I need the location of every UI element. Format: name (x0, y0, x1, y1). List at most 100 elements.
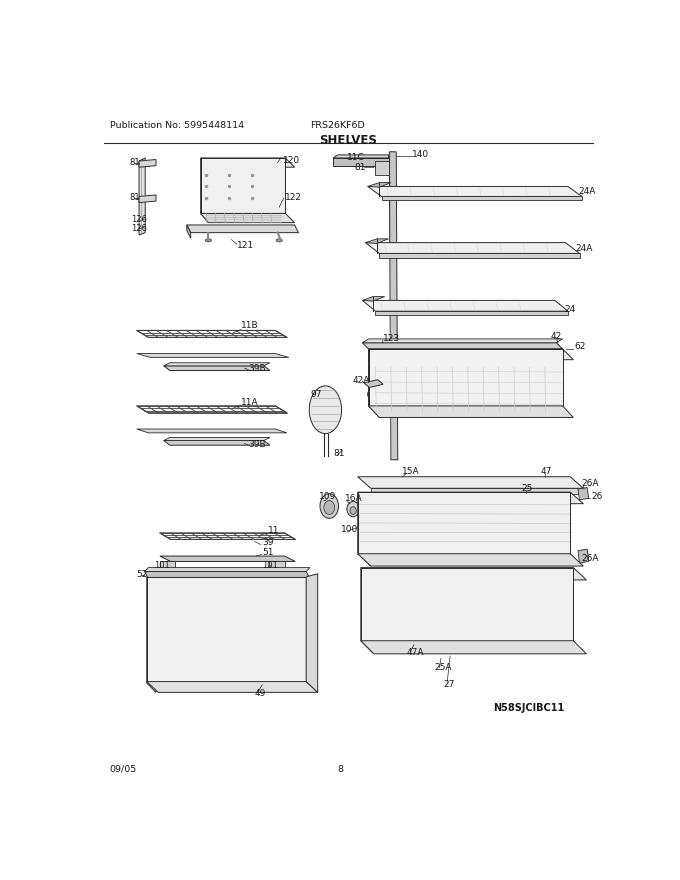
Polygon shape (375, 161, 388, 175)
Text: 16A: 16A (345, 494, 362, 502)
Ellipse shape (205, 238, 211, 242)
Text: 27: 27 (443, 680, 455, 689)
Text: 47: 47 (541, 467, 552, 476)
Polygon shape (369, 406, 573, 417)
Polygon shape (578, 488, 589, 500)
Text: 51: 51 (262, 548, 274, 557)
Text: SHELVES: SHELVES (320, 134, 377, 147)
Text: 81: 81 (129, 194, 139, 202)
Polygon shape (137, 406, 287, 413)
Polygon shape (361, 641, 586, 654)
Polygon shape (201, 213, 294, 223)
Polygon shape (147, 577, 156, 693)
Polygon shape (147, 577, 306, 682)
Polygon shape (201, 158, 294, 167)
Polygon shape (364, 380, 383, 387)
Polygon shape (365, 243, 579, 253)
Text: 140: 140 (411, 150, 429, 158)
Polygon shape (269, 561, 285, 568)
Polygon shape (147, 577, 306, 582)
Polygon shape (358, 492, 583, 503)
Text: 100: 100 (341, 524, 358, 533)
Polygon shape (361, 568, 374, 654)
Text: 101: 101 (262, 561, 278, 569)
Polygon shape (137, 354, 289, 357)
Polygon shape (369, 348, 573, 360)
Polygon shape (306, 574, 318, 693)
Polygon shape (137, 429, 287, 433)
Polygon shape (201, 158, 286, 213)
Polygon shape (164, 366, 270, 370)
Text: N58SJCIBC11: N58SJCIBC11 (493, 703, 564, 713)
Ellipse shape (276, 238, 282, 242)
Polygon shape (139, 195, 156, 202)
Ellipse shape (350, 507, 356, 515)
Polygon shape (362, 297, 385, 301)
Polygon shape (365, 238, 388, 244)
Polygon shape (362, 343, 562, 348)
Polygon shape (369, 348, 379, 417)
Polygon shape (578, 549, 589, 563)
Polygon shape (390, 151, 398, 459)
Text: 81: 81 (354, 163, 365, 172)
Polygon shape (358, 477, 583, 488)
Polygon shape (139, 159, 156, 167)
Polygon shape (144, 571, 310, 578)
Text: 39: 39 (262, 539, 274, 547)
Text: 24A: 24A (576, 245, 593, 253)
Polygon shape (160, 533, 295, 539)
Text: 62: 62 (574, 342, 585, 351)
Polygon shape (164, 441, 270, 445)
Text: 39B: 39B (248, 364, 266, 373)
Polygon shape (381, 196, 582, 201)
Text: 126: 126 (131, 224, 148, 233)
Text: 15A: 15A (403, 467, 420, 476)
Polygon shape (160, 556, 295, 561)
Text: 39B: 39B (248, 440, 266, 449)
Polygon shape (333, 158, 388, 165)
Ellipse shape (320, 494, 339, 518)
Polygon shape (358, 554, 583, 566)
Text: 49: 49 (254, 689, 266, 699)
Polygon shape (358, 492, 371, 566)
Text: 42A: 42A (352, 376, 370, 385)
Text: FRS26KF6D: FRS26KF6D (310, 121, 364, 130)
Polygon shape (371, 488, 583, 494)
Text: 26: 26 (591, 492, 602, 502)
Polygon shape (164, 363, 270, 366)
Text: 11C: 11C (347, 153, 364, 162)
Polygon shape (361, 568, 573, 641)
Polygon shape (361, 568, 586, 580)
Polygon shape (160, 561, 175, 568)
Polygon shape (164, 437, 270, 441)
Text: 122: 122 (286, 194, 303, 202)
Text: 47A: 47A (406, 648, 424, 656)
Polygon shape (139, 158, 146, 235)
Text: 8: 8 (338, 765, 344, 774)
Text: 11B: 11B (241, 321, 258, 330)
Text: 25A: 25A (435, 664, 452, 672)
Polygon shape (379, 253, 579, 258)
Text: 25: 25 (522, 484, 533, 493)
Text: 81: 81 (129, 158, 139, 167)
Ellipse shape (309, 385, 341, 434)
Polygon shape (362, 339, 562, 343)
Ellipse shape (324, 501, 335, 515)
Polygon shape (147, 682, 318, 693)
Polygon shape (369, 348, 562, 406)
Ellipse shape (347, 502, 359, 517)
Polygon shape (358, 492, 571, 554)
Polygon shape (187, 225, 299, 232)
Text: 121: 121 (237, 241, 254, 250)
Text: 101: 101 (154, 561, 170, 569)
Text: 120: 120 (283, 156, 300, 165)
Text: 109: 109 (319, 492, 337, 502)
Polygon shape (187, 225, 190, 238)
Polygon shape (368, 187, 582, 196)
Polygon shape (144, 568, 310, 571)
Polygon shape (333, 155, 388, 158)
Polygon shape (137, 330, 287, 337)
Polygon shape (201, 158, 208, 223)
Text: 26A: 26A (582, 480, 599, 488)
Text: Publication No: 5995448114: Publication No: 5995448114 (109, 121, 244, 130)
